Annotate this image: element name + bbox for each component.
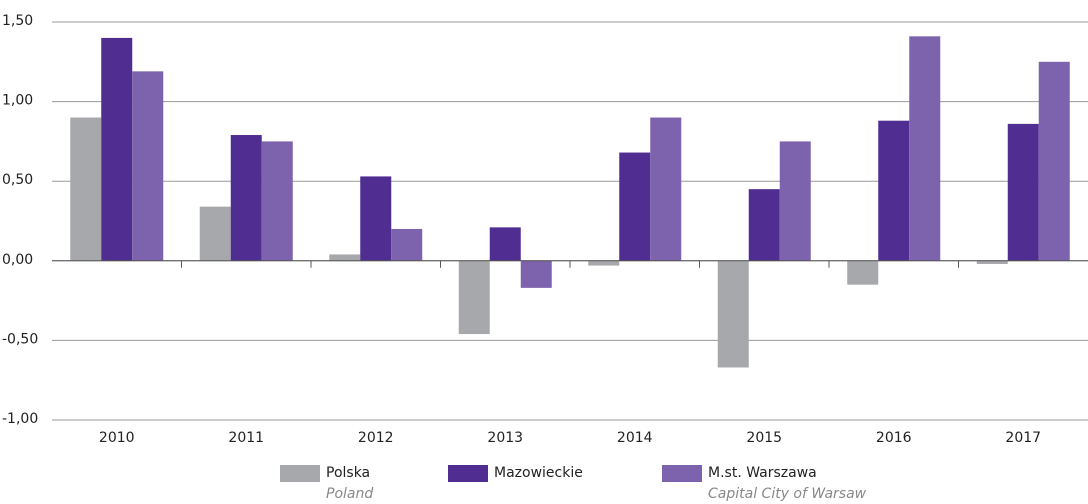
bar <box>520 260 552 288</box>
legend-sublabel: Capital City of Warsaw <box>708 486 867 502</box>
x-tick-label: 2012 <box>358 430 394 446</box>
bar <box>878 120 910 261</box>
x-tick-label: 2016 <box>876 430 912 446</box>
bar <box>230 135 262 261</box>
bar <box>717 260 749 368</box>
bar <box>101 37 133 261</box>
legend-label: Mazowieckie <box>494 465 583 481</box>
legend-sublabel: Poland <box>326 486 373 502</box>
y-tick-label: -1,00 <box>2 411 38 427</box>
legend-label: M.st. Warszawa <box>708 465 817 481</box>
y-tick-label: 0,50 <box>2 172 33 188</box>
bar <box>748 189 780 261</box>
bar <box>329 254 361 261</box>
legend-label: Polska <box>326 465 370 481</box>
x-tick-label: 2014 <box>617 430 653 446</box>
y-tick-label: -0,50 <box>2 331 38 347</box>
bar <box>360 176 392 261</box>
bar <box>1038 61 1070 261</box>
bar <box>650 117 682 261</box>
x-tick-label: 2013 <box>487 430 523 446</box>
x-tick-label: 2015 <box>746 430 782 446</box>
bar <box>976 260 1008 264</box>
bar <box>588 260 620 266</box>
legend-swatch <box>280 465 320 482</box>
y-tick-label: 1,00 <box>2 93 33 109</box>
bar <box>1007 123 1039 261</box>
bar <box>261 141 293 261</box>
y-tick-label: 1,50 <box>2 13 33 29</box>
bar <box>489 227 521 261</box>
bar <box>458 260 490 335</box>
bar <box>70 117 102 261</box>
legend-swatch <box>448 465 488 482</box>
x-tick-label: 2011 <box>228 430 264 446</box>
bar <box>199 206 231 261</box>
x-tick-label: 2017 <box>1005 430 1041 446</box>
bar <box>391 228 423 261</box>
bar <box>132 71 164 261</box>
bar <box>909 36 941 261</box>
y-tick-label: 0,00 <box>2 252 33 268</box>
bar <box>779 141 811 261</box>
x-tick-label: 2010 <box>99 430 135 446</box>
legend-swatch <box>662 465 702 482</box>
bar <box>847 260 879 285</box>
bar <box>619 152 651 261</box>
